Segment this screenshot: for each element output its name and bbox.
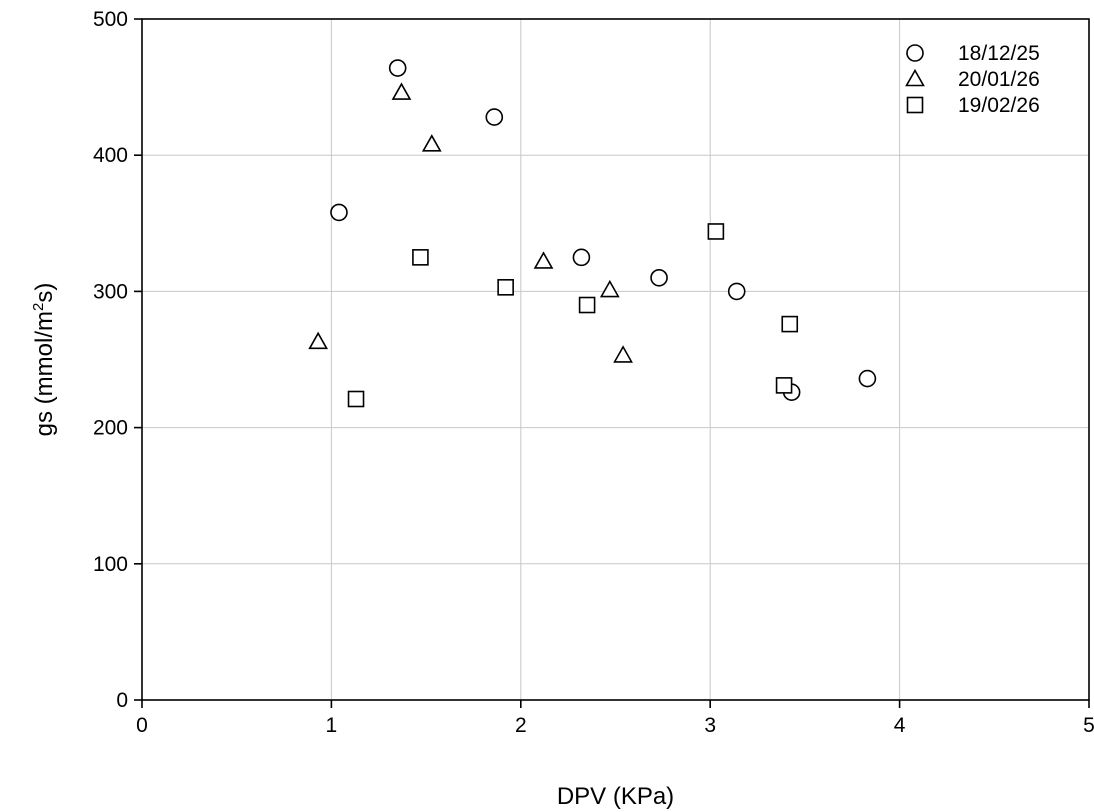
y-tick-label: 500 <box>93 8 128 31</box>
data-point-square <box>781 315 799 333</box>
data-point-square <box>707 223 725 240</box>
data-point-square <box>497 279 514 296</box>
y-tick-label: 200 <box>93 417 128 440</box>
data-point-triangle <box>421 134 442 152</box>
y-tick-label: 300 <box>93 280 128 303</box>
axis-ticks <box>134 18 1090 708</box>
y-tick-label: 0 <box>116 689 128 712</box>
x-tick-label: 2 <box>515 714 527 737</box>
legend-label: 19/02/26 <box>958 94 1040 117</box>
data-point-triangle <box>308 331 329 350</box>
data-point-circle <box>727 282 746 301</box>
data-point-triangle <box>391 82 412 100</box>
y-axis-title-superscript: 2 <box>30 303 47 311</box>
x-tick-label: 0 <box>136 714 148 737</box>
legend-label: 18/12/25 <box>958 42 1040 65</box>
data-point-circle <box>572 248 591 267</box>
data-point-circle <box>485 108 504 126</box>
data-point-circle <box>388 59 407 77</box>
data-point-circle <box>650 268 668 287</box>
y-tick-label: 400 <box>93 144 128 167</box>
legend-marker-square <box>906 96 924 114</box>
legend-marker-circle <box>906 44 924 62</box>
legend-marker-triangle <box>905 68 925 87</box>
data-points <box>308 59 877 408</box>
plot-frame <box>141 18 1090 701</box>
data-point-triangle <box>533 251 554 269</box>
data-point-circle <box>330 203 348 222</box>
series-circle <box>330 59 877 401</box>
x-tick-labels: 0 1 2 3 4 5 <box>136 714 1094 737</box>
x-axis-title: DPV (KPa) <box>557 783 674 810</box>
data-point-triangle <box>613 345 633 363</box>
x-tick-label: 1 <box>326 714 338 737</box>
data-point-triangle <box>599 279 620 298</box>
data-point-square <box>347 390 365 408</box>
y-tick-labels: 0 100 200 300 400 500 <box>93 8 128 712</box>
legend-label: 20/01/26 <box>958 68 1040 91</box>
data-point-square <box>412 249 429 266</box>
y-axis-title-main: gs (mmol/m <box>31 311 58 436</box>
legend: 18/12/25 20/01/26 19/02/26 <box>905 42 1040 117</box>
series-square <box>347 223 799 408</box>
data-point-circle <box>858 369 877 388</box>
x-tick-label: 4 <box>894 714 906 737</box>
series-triangle <box>308 82 633 363</box>
x-tick-label: 5 <box>1083 714 1094 737</box>
y-tick-label: 100 <box>93 553 128 576</box>
data-point-square <box>775 377 793 394</box>
y-axis-title-tail: s) <box>31 283 58 303</box>
x-tick-label: 3 <box>704 714 716 737</box>
y-axis-title: gs (mmol/m2s) <box>30 283 58 437</box>
data-point-square <box>578 296 596 314</box>
